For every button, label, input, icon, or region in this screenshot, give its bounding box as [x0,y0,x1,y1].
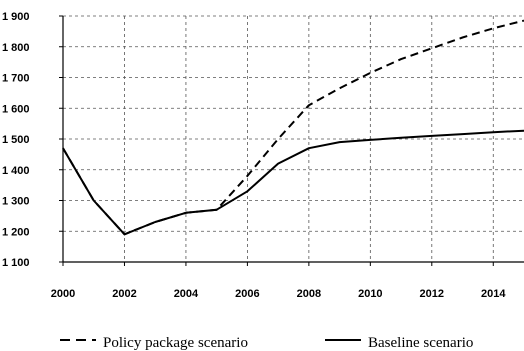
legend-label-policy: Policy package scenario [103,335,248,351]
x-tick-label-6: 2012 [420,288,444,300]
y-tick-label-5: 1 600 [2,103,30,115]
x-tick-label-4: 2008 [297,288,321,300]
y-tick-labels: 1 100 1 200 1 300 1 400 1 500 1 600 1 700 1 800… [2,11,63,269]
series-line-baseline [62,129,524,236]
y-tick-label-2: 1 300 [2,196,30,208]
y-tick-label-8: 1 900 [2,11,30,23]
legend-label-baseline: Baseline scenario [368,335,473,351]
x-tick-label-7: 2014 [481,288,506,300]
y-tick-label-6: 1 700 [2,73,30,85]
y-tick-label-4: 1 500 [2,134,30,146]
y-tick-label-0: 1 100 [2,257,30,269]
y-tick-label-3: 1 400 [2,165,30,177]
y-tick-label-7: 1 800 [2,42,30,54]
x-tick-label-3: 2006 [235,288,259,300]
x-tick-label-2: 2004 [174,288,199,300]
series-lines [62,19,524,236]
x-tick-labels: 2000 2002 2004 2006 2008 2010 2012 2014 [51,262,506,300]
x-tick-label-0: 2000 [51,288,75,300]
x-tick-label-5: 2010 [358,288,382,300]
x-tick-label-1: 2002 [112,288,136,300]
legend: Policy package scenario Baseline scenari… [60,335,473,351]
y-tick-label-1: 1 200 [2,226,30,238]
